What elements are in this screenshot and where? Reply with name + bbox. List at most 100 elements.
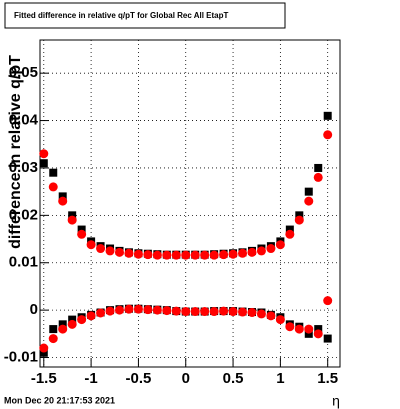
point [313,329,323,339]
chart-title: Fitted difference in relative q/pT for G… [14,11,229,20]
point [228,307,238,317]
point [114,247,124,257]
point [304,187,313,196]
point [323,130,333,140]
y-tick-label: -0.01 [4,348,38,365]
y-tick-label: 0 [30,301,38,318]
point [171,306,181,316]
point [228,249,238,259]
point [238,248,248,258]
point [39,343,49,353]
point [285,322,295,332]
x-tick-label: 1.5 [317,370,338,387]
point [162,306,172,316]
point [181,307,191,317]
point [124,248,134,258]
point [238,307,248,317]
point [77,229,87,239]
point [304,196,314,206]
point [323,334,332,343]
point [143,305,153,315]
point [67,319,77,329]
point [285,225,294,234]
x-tick-label: -1.5 [31,370,57,387]
point [219,306,229,316]
point [58,196,68,206]
point [49,168,58,177]
point [275,315,285,325]
point [39,159,48,168]
y-tick-label: 0.02 [9,206,38,223]
point [48,182,58,192]
x-tick-label: -0.5 [125,370,151,387]
point [162,250,172,260]
x-tick-label: 0 [182,370,190,387]
point [49,325,58,334]
point [200,250,210,260]
point [256,246,266,256]
point [133,304,143,314]
point [314,325,323,334]
point [39,348,48,357]
point [181,250,191,260]
point [105,246,115,256]
point [209,307,219,317]
point [96,308,106,318]
point [105,306,115,316]
x-tick-label: 1 [276,370,284,387]
point [266,311,276,321]
point [58,324,68,334]
y-axis-label: difference in relative q/pT [7,55,24,249]
plot-frame [39,39,341,368]
point [68,315,77,324]
point [67,215,77,225]
point [77,225,86,234]
point [39,149,49,159]
point [152,250,162,260]
point [96,244,106,254]
point [190,250,200,260]
point [256,309,266,319]
point [219,250,229,260]
point [58,320,67,329]
point [58,192,67,201]
point [285,229,295,239]
y-tick-label: 0.01 [9,254,38,271]
y-tick-label: 0.03 [9,159,38,176]
point [68,211,77,220]
y-tick-label: 0.05 [9,64,38,81]
point [124,304,134,314]
point [171,250,181,260]
point [143,250,153,260]
point [77,315,87,325]
footer: Mon Dec 20 21:17:53 2021 [4,395,115,405]
point [48,334,58,344]
point [190,307,200,317]
point [304,329,313,338]
point [200,307,210,317]
point [266,244,276,254]
x-axis-label: η [332,393,340,409]
x-tick-label: -1 [84,370,97,387]
title-box [4,2,286,29]
point [86,311,96,321]
point [313,172,323,182]
point [304,324,314,334]
point [294,215,304,225]
point [86,240,96,250]
x-tick-label: 0.5 [223,370,244,387]
point [133,249,143,259]
point [152,305,162,315]
point [295,211,304,220]
y-tick-label: 0.04 [9,112,39,129]
point [247,247,257,257]
point [275,240,285,250]
point [209,250,219,260]
point [247,308,257,317]
point [323,296,333,306]
point [323,111,332,120]
point [314,163,323,172]
point [294,324,304,334]
